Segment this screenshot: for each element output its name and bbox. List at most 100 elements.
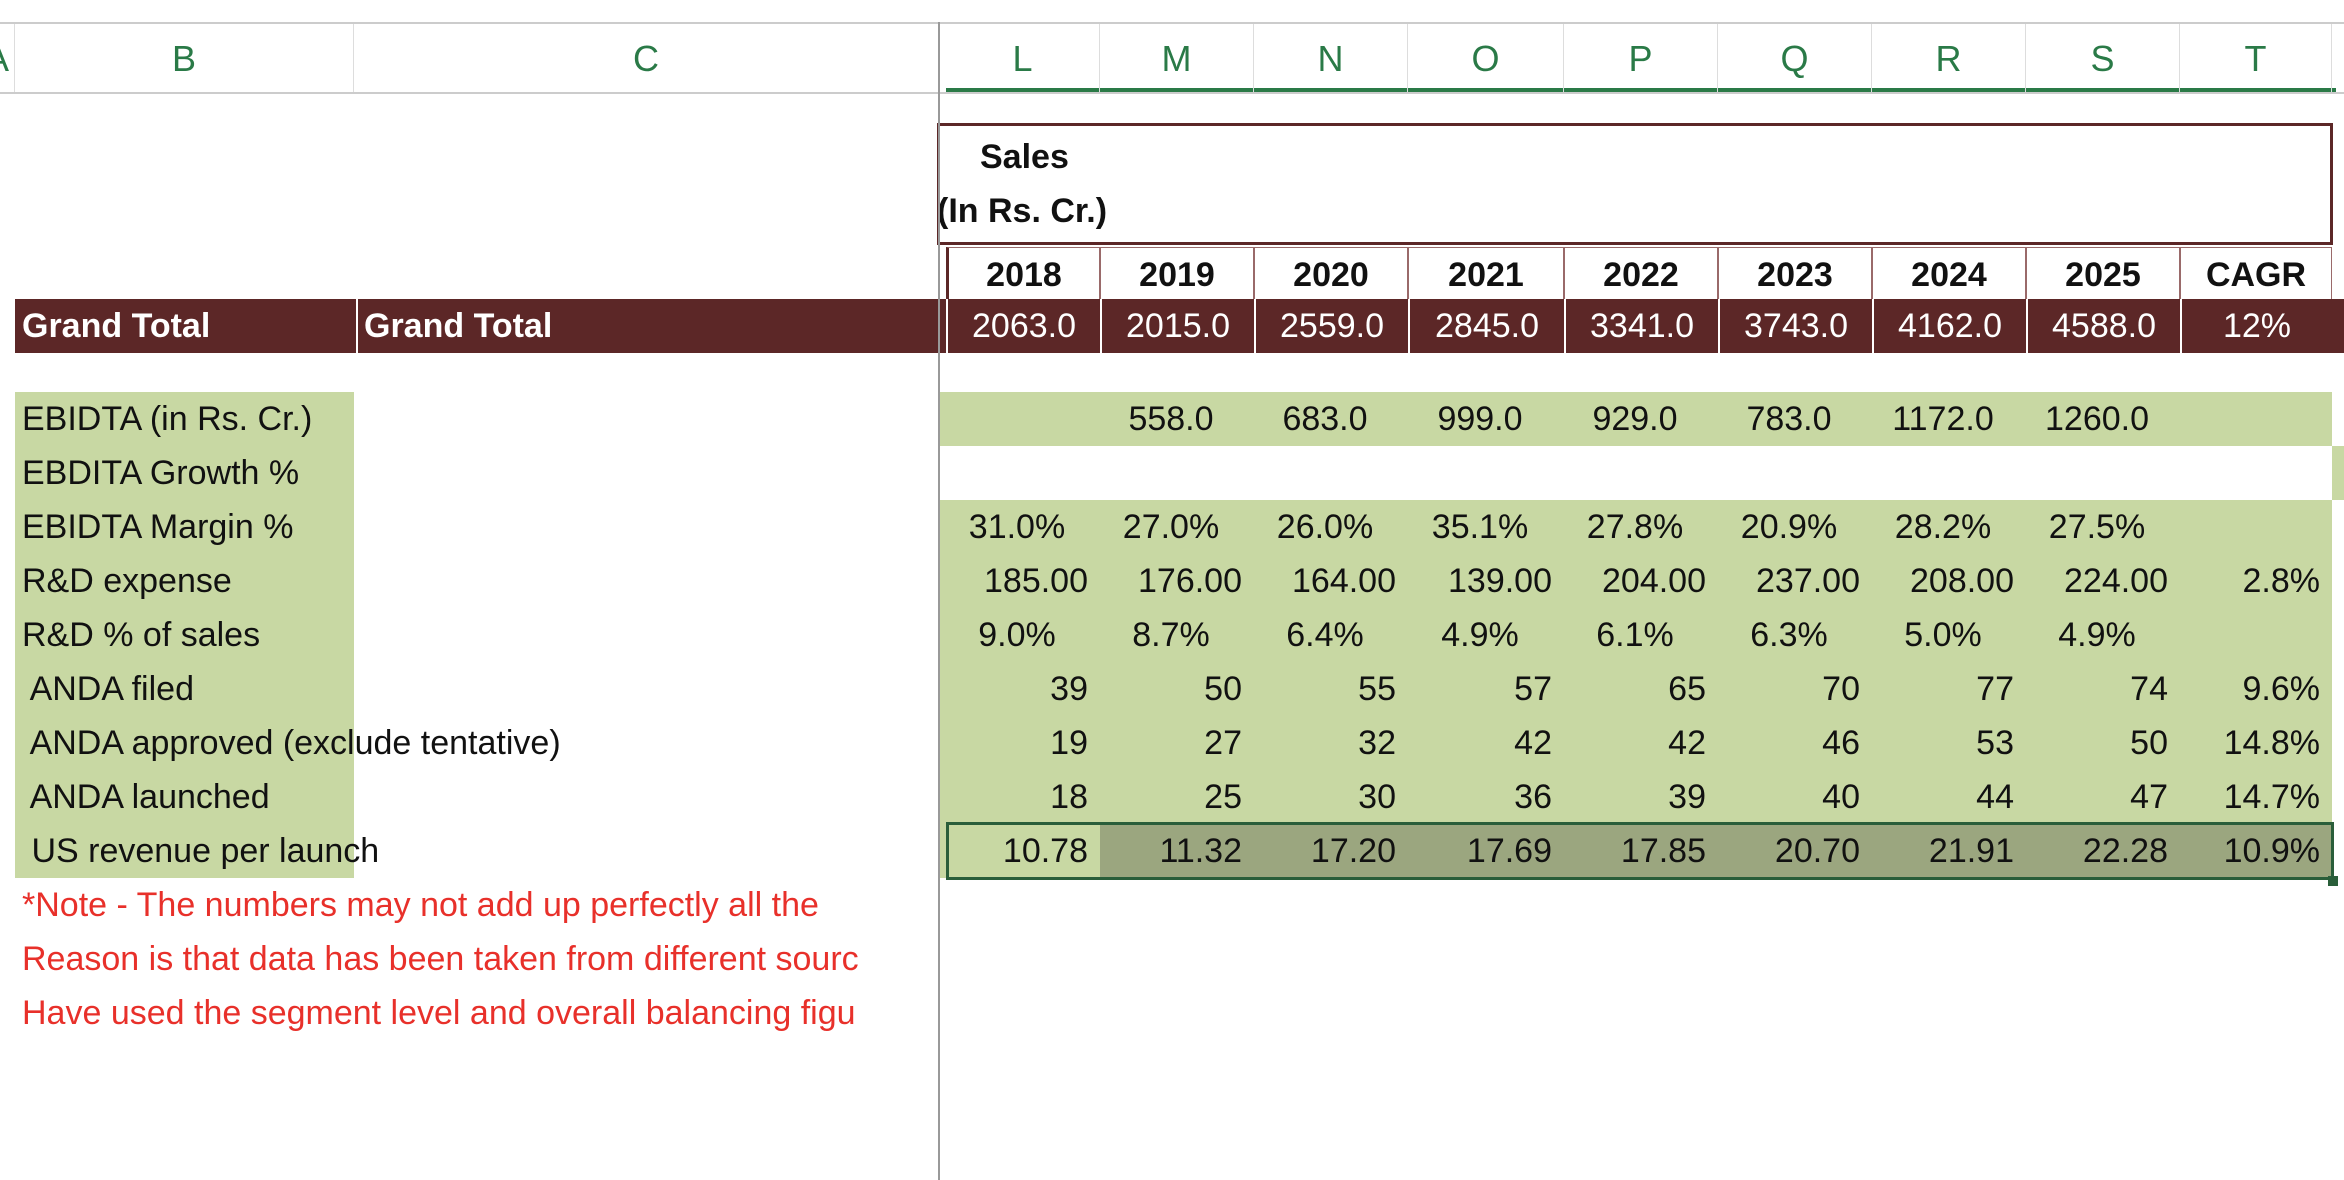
cell[interactable]: 21.91: [1928, 832, 2014, 870]
grand-total-cell: 2559.0: [1254, 299, 1408, 353]
grand-total-label: Grand Total: [356, 299, 552, 353]
sales-title: Sales: [980, 138, 1069, 176]
cell[interactable]: 50: [1204, 670, 1242, 708]
grand-total-cell: 2015.0: [1100, 299, 1254, 353]
cell[interactable]: 65: [1668, 670, 1706, 708]
cell[interactable]: 14.8%: [2223, 724, 2320, 762]
cell[interactable]: 57: [1514, 670, 1552, 708]
row-fill: [939, 392, 2332, 446]
cell[interactable]: 44: [1976, 778, 2014, 816]
cell[interactable]: 42: [1514, 724, 1552, 762]
cell[interactable]: 26.0%: [1276, 508, 1374, 546]
cell[interactable]: 39: [1668, 778, 1706, 816]
cell[interactable]: 74: [2130, 670, 2168, 708]
cell[interactable]: 783.0: [1746, 400, 1832, 438]
column-header[interactable]: C: [354, 24, 939, 92]
cell[interactable]: 27.0%: [1122, 508, 1220, 546]
cell[interactable]: 42: [1668, 724, 1706, 762]
cell[interactable]: 558.0: [1128, 400, 1214, 438]
column-header[interactable]: R: [1872, 24, 2026, 92]
cell[interactable]: 5.0%: [1904, 616, 1982, 654]
cell[interactable]: 4.9%: [1441, 616, 1519, 654]
cell[interactable]: 17.20: [1310, 832, 1396, 870]
cell[interactable]: 36: [1514, 778, 1552, 816]
cell[interactable]: 185.00: [984, 562, 1088, 600]
column-header[interactable]: S: [2026, 24, 2180, 92]
year-header: CAGR: [2180, 247, 2332, 299]
grand-total-cell: 4588.0: [2026, 299, 2180, 353]
cell[interactable]: 31.0%: [968, 508, 1066, 546]
column-header[interactable]: L: [946, 24, 1100, 92]
cell[interactable]: 6.3%: [1750, 616, 1828, 654]
cell[interactable]: 929.0: [1592, 400, 1678, 438]
cell[interactable]: 35.1%: [1431, 508, 1529, 546]
grand-total-cell: 12%: [2180, 299, 2332, 353]
cell[interactable]: 9.6%: [2242, 670, 2321, 708]
cell[interactable]: 8.7%: [1132, 616, 1210, 654]
cell[interactable]: 204.00: [1602, 562, 1706, 600]
cell[interactable]: 22.28: [2082, 832, 2168, 870]
cell[interactable]: 4.9%: [2058, 616, 2136, 654]
cell[interactable]: 10.78: [1002, 832, 1088, 870]
cell[interactable]: 17.85: [1620, 832, 1706, 870]
cell[interactable]: 9.0%: [978, 616, 1056, 654]
cell[interactable]: 32: [1358, 724, 1396, 762]
row-fill: [939, 500, 2332, 554]
cell[interactable]: 50: [2130, 724, 2168, 762]
sales-box: [937, 123, 2333, 245]
sales-unit: (In Rs. Cr.): [937, 192, 1108, 230]
cell[interactable]: 14.7%: [2223, 778, 2320, 816]
cell[interactable]: 20.9%: [1740, 508, 1838, 546]
cell[interactable]: 27.5%: [2048, 508, 2146, 546]
cell[interactable]: 237.00: [1756, 562, 1860, 600]
cell[interactable]: 30: [1358, 778, 1396, 816]
row-label: ANDA launched: [22, 778, 270, 816]
column-header[interactable]: M: [1100, 24, 1254, 92]
row-fill: [2332, 446, 2344, 500]
cell[interactable]: 139.00: [1448, 562, 1552, 600]
cell[interactable]: 27.8%: [1586, 508, 1684, 546]
cell[interactable]: 1260.0: [2045, 400, 2149, 438]
cell[interactable]: 28.2%: [1894, 508, 1992, 546]
cell[interactable]: 999.0: [1437, 400, 1523, 438]
cell[interactable]: 683.0: [1282, 400, 1368, 438]
cell[interactable]: 176.00: [1138, 562, 1242, 600]
cell[interactable]: 10.9%: [2223, 832, 2320, 870]
grand-total-cell: 2845.0: [1408, 299, 1564, 353]
column-header[interactable]: B: [15, 24, 354, 92]
year-header: 2024: [1872, 247, 2026, 299]
cell[interactable]: 1172.0: [1892, 400, 1994, 438]
column-header[interactable]: T: [2180, 24, 2332, 92]
cell[interactable]: 6.4%: [1286, 616, 1364, 654]
cell[interactable]: 25: [1204, 778, 1242, 816]
column-header[interactable]: Q: [1718, 24, 1872, 92]
cell[interactable]: 11.32: [1159, 832, 1242, 870]
column-header[interactable]: A: [0, 24, 15, 92]
cell[interactable]: 18: [1050, 778, 1088, 816]
column-header[interactable]: P: [1564, 24, 1718, 92]
year-header: 2019: [1100, 247, 1254, 299]
grand-total-cell: 3341.0: [1564, 299, 1718, 353]
cell[interactable]: 2.8%: [2242, 562, 2321, 600]
cell[interactable]: 208.00: [1910, 562, 2014, 600]
cell[interactable]: 224.00: [2064, 562, 2168, 600]
cell[interactable]: 164.00: [1292, 562, 1396, 600]
row-label: ANDA filed: [22, 670, 194, 708]
row-fill: [939, 554, 2332, 608]
cell[interactable]: 55: [1358, 670, 1396, 708]
cell[interactable]: 46: [1822, 724, 1860, 762]
cell[interactable]: 27: [1204, 724, 1242, 762]
cell[interactable]: 40: [1822, 778, 1860, 816]
cell[interactable]: 47: [2130, 778, 2168, 816]
cell[interactable]: 77: [1976, 670, 2014, 708]
column-header[interactable]: O: [1408, 24, 1564, 92]
cell[interactable]: 53: [1976, 724, 2014, 762]
cell[interactable]: 17.69: [1466, 832, 1552, 870]
cell[interactable]: 39: [1050, 670, 1088, 708]
column-header[interactable]: N: [1254, 24, 1408, 92]
cell[interactable]: 70: [1822, 670, 1860, 708]
cell[interactable]: 6.1%: [1596, 616, 1674, 654]
cell[interactable]: 20.70: [1774, 832, 1860, 870]
cell[interactable]: 19: [1050, 724, 1088, 762]
note: Have used the segment level and overall …: [22, 994, 856, 1032]
